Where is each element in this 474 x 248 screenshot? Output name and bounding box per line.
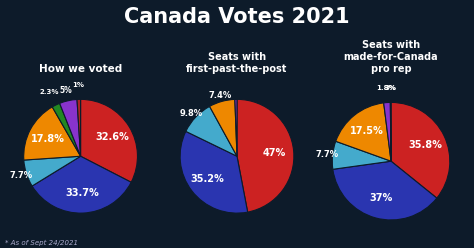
Wedge shape [52, 103, 81, 156]
Text: Seats with
first-past-the-post: Seats with first-past-the-post [186, 52, 288, 74]
Text: 47%: 47% [262, 148, 285, 158]
Text: 5%: 5% [60, 86, 73, 95]
Wedge shape [391, 102, 450, 198]
Text: 17.8%: 17.8% [31, 134, 65, 144]
Text: 2.3%: 2.3% [40, 89, 59, 95]
Text: 3%: 3% [384, 85, 397, 91]
Wedge shape [24, 156, 81, 186]
Wedge shape [332, 141, 391, 169]
Wedge shape [235, 99, 237, 156]
Text: 7.7%: 7.7% [9, 171, 33, 180]
Wedge shape [210, 99, 237, 156]
Text: Seats with
made-for-Canada
pro rep: Seats with made-for-Canada pro rep [344, 40, 438, 74]
Text: 35.2%: 35.2% [191, 174, 225, 184]
Text: 1%: 1% [73, 82, 84, 88]
Text: 17.5%: 17.5% [350, 126, 384, 136]
Text: 9.8%: 9.8% [180, 109, 203, 118]
Text: 7.7%: 7.7% [315, 150, 338, 159]
Wedge shape [336, 103, 391, 161]
Text: 7.4%: 7.4% [209, 92, 232, 100]
Wedge shape [60, 99, 81, 156]
Wedge shape [186, 106, 237, 156]
Wedge shape [24, 107, 81, 160]
Text: 35.8%: 35.8% [409, 140, 442, 150]
Text: How we voted: How we voted [39, 64, 122, 74]
Wedge shape [390, 102, 391, 161]
Text: 32.6%: 32.6% [95, 132, 129, 142]
Wedge shape [383, 102, 391, 161]
Text: 37%: 37% [369, 193, 392, 203]
Wedge shape [32, 156, 131, 213]
Wedge shape [81, 99, 137, 182]
Wedge shape [333, 161, 437, 220]
Text: Canada Votes 2021: Canada Votes 2021 [124, 7, 350, 28]
Wedge shape [237, 99, 294, 212]
Text: * As of Sept 24/2021: * As of Sept 24/2021 [5, 239, 78, 246]
Text: 1.8%: 1.8% [376, 85, 396, 91]
Wedge shape [180, 131, 247, 213]
Wedge shape [77, 99, 81, 156]
Text: 33.7%: 33.7% [65, 188, 99, 198]
